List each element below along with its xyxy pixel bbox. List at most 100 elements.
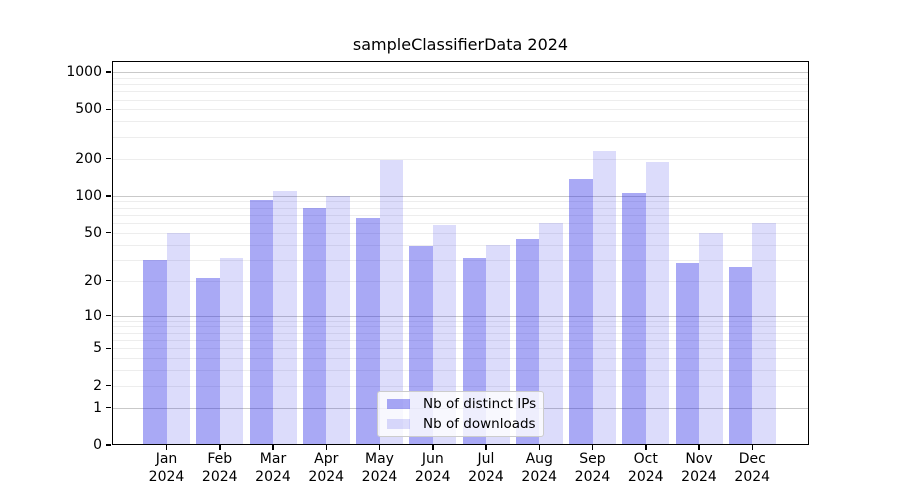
x-tick-label: Jul 2024 xyxy=(468,451,504,485)
x-tick xyxy=(538,445,540,450)
x-tick xyxy=(272,445,274,450)
bar-nb-of-downloads xyxy=(752,223,776,445)
bar-nb-of-downloads xyxy=(432,224,457,445)
y-tick-label: 5 xyxy=(93,340,102,357)
gridline-minor xyxy=(112,223,809,225)
chart-title: sampleClassifierData 2024 xyxy=(352,35,569,54)
bar-nb-of-downloads xyxy=(273,190,297,445)
bar-nb-of-downloads xyxy=(539,223,563,445)
gridline-major xyxy=(112,195,809,197)
legend-swatch-distinct-ips xyxy=(387,399,410,409)
bar-nb-of-distinct-ips xyxy=(356,217,380,445)
bar-nb-of-downloads xyxy=(326,195,350,445)
x-tick xyxy=(485,445,487,450)
gridline-minor xyxy=(112,332,809,334)
gridline-minor xyxy=(112,259,809,261)
bar-nb-of-distinct-ips xyxy=(622,193,646,445)
bar-nb-of-downloads xyxy=(166,232,190,445)
legend-swatch-downloads xyxy=(387,419,410,429)
y-tick-label: 10 xyxy=(84,307,102,324)
x-tick-label: Apr 2024 xyxy=(308,451,345,485)
gridline-minor xyxy=(112,121,809,123)
gridline-minor xyxy=(112,158,809,160)
bar-nb-of-distinct-ips xyxy=(143,259,167,445)
x-tick xyxy=(378,445,381,450)
x-tick-label: Jun 2024 xyxy=(414,451,451,485)
gridline-minor xyxy=(112,207,809,209)
legend-entry-distinct-ips: Nb of distinct IPs xyxy=(387,395,543,412)
bar-nb-of-distinct-ips xyxy=(675,263,699,445)
x-tick-label: Aug 2024 xyxy=(521,451,558,485)
y-tick-label: 0 xyxy=(93,437,102,453)
x-tick-label: Sep 2024 xyxy=(574,451,611,485)
gridline-minor xyxy=(112,109,809,111)
gridline-major xyxy=(112,71,809,73)
x-tick-label: Mar 2024 xyxy=(255,451,291,485)
x-tick xyxy=(698,445,700,450)
bar-nb-of-downloads xyxy=(219,257,244,445)
bar-nb-of-distinct-ips xyxy=(302,207,327,445)
bar-nb-of-downloads xyxy=(379,160,403,445)
legend-label-downloads: Nb of downloads xyxy=(423,415,536,432)
gridline-minor xyxy=(112,385,809,387)
y-tick xyxy=(106,108,111,111)
y-tick xyxy=(106,314,111,317)
y-tick xyxy=(106,195,111,197)
x-tick-label: Oct 2024 xyxy=(627,451,664,485)
gridline-minor xyxy=(112,201,809,203)
y-tick-label: 100 xyxy=(75,187,102,204)
legend: Nb of distinct IPs Nb of downloads xyxy=(377,391,544,437)
x-tick xyxy=(751,445,753,450)
bar-nb-of-distinct-ips xyxy=(196,278,220,445)
bar-nb-of-downloads xyxy=(645,161,670,445)
y-tick-label: 500 xyxy=(75,101,102,118)
plot-area xyxy=(112,61,809,445)
x-tick-label: Jan 2024 xyxy=(148,451,185,485)
x-tick xyxy=(219,445,221,450)
bar-nb-of-downloads xyxy=(699,232,723,445)
bar-nb-of-downloads xyxy=(592,151,616,445)
gridline-minor xyxy=(112,280,809,282)
y-tick-label: 2 xyxy=(93,377,102,394)
x-tick-label: Dec 2024 xyxy=(734,451,771,485)
y-tick xyxy=(106,406,111,409)
x-tick-label: Nov 2024 xyxy=(681,451,717,485)
y-tick-label: 1 xyxy=(93,399,102,416)
x-tick xyxy=(591,445,594,450)
y-tick xyxy=(106,71,111,73)
bar-nb-of-distinct-ips xyxy=(249,200,273,445)
gridline-minor xyxy=(112,99,809,101)
bar-nb-of-distinct-ips xyxy=(728,267,753,445)
gridline-minor xyxy=(112,358,809,360)
legend-label-distinct-ips: Nb of distinct IPs xyxy=(423,395,537,412)
y-tick-label: 50 xyxy=(84,224,102,241)
legend-entry-downloads: Nb of downloads xyxy=(387,415,543,432)
gridline-minor xyxy=(112,214,809,216)
y-tick xyxy=(106,384,111,387)
y-tick xyxy=(106,347,111,349)
x-tick xyxy=(645,445,647,450)
gridline-minor xyxy=(112,136,809,138)
gridline-minor xyxy=(112,84,809,86)
bar-nb-of-distinct-ips xyxy=(569,178,593,445)
gridline-minor xyxy=(112,348,809,350)
y-tick-label: 1000 xyxy=(66,63,102,80)
y-tick xyxy=(106,279,111,282)
x-tick xyxy=(325,445,327,450)
gridline-minor xyxy=(112,320,809,322)
gridline-minor xyxy=(112,244,809,246)
y-tick-label: 200 xyxy=(75,150,102,167)
x-tick-label: Feb 2024 xyxy=(201,451,238,485)
y-tick xyxy=(106,157,111,160)
gridline-minor xyxy=(112,326,809,328)
gridline-major xyxy=(112,315,809,317)
x-tick xyxy=(165,445,168,450)
x-tick xyxy=(432,445,434,450)
gridline-minor xyxy=(112,232,809,234)
gridline-minor xyxy=(112,339,809,341)
y-tick-label: 20 xyxy=(84,272,102,289)
y-tick xyxy=(106,231,111,234)
y-tick xyxy=(106,444,111,446)
gridline-minor xyxy=(112,91,809,93)
